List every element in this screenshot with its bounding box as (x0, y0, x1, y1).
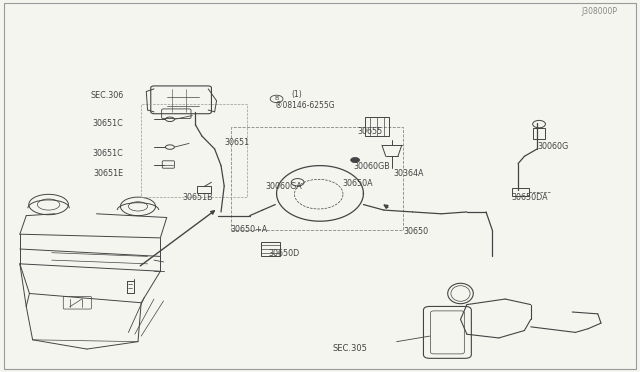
Text: 30651B: 30651B (182, 193, 213, 202)
Bar (197, 186, 211, 193)
Text: 30650A: 30650A (342, 179, 373, 187)
Text: 30655: 30655 (357, 127, 382, 136)
Circle shape (351, 157, 360, 163)
Text: 30651E: 30651E (93, 169, 124, 178)
Text: (1): (1) (291, 90, 302, 99)
Text: SEC.305: SEC.305 (333, 343, 367, 353)
Text: 30060GA: 30060GA (266, 182, 303, 191)
Text: 30651C: 30651C (92, 119, 123, 128)
Text: 30060GB: 30060GB (354, 162, 390, 171)
Text: 30650+A: 30650+A (230, 225, 268, 234)
Bar (261, 241, 280, 256)
Text: 30651: 30651 (224, 138, 250, 147)
Bar (141, 105, 246, 197)
Text: 30650: 30650 (403, 227, 428, 236)
Text: J308000P: J308000P (581, 7, 617, 16)
Text: B: B (275, 96, 278, 102)
Bar (532, 128, 545, 138)
Bar (365, 118, 389, 136)
Text: 30060G: 30060G (537, 141, 568, 151)
Text: 30650D: 30650D (269, 249, 300, 258)
Text: 30650DA: 30650DA (511, 193, 548, 202)
Text: 30651C: 30651C (92, 149, 123, 158)
Text: SEC.306: SEC.306 (90, 92, 124, 100)
Bar (230, 127, 403, 231)
Bar (511, 188, 529, 196)
Text: 30364A: 30364A (394, 169, 424, 178)
Text: ®08146-6255G: ®08146-6255G (275, 101, 335, 110)
